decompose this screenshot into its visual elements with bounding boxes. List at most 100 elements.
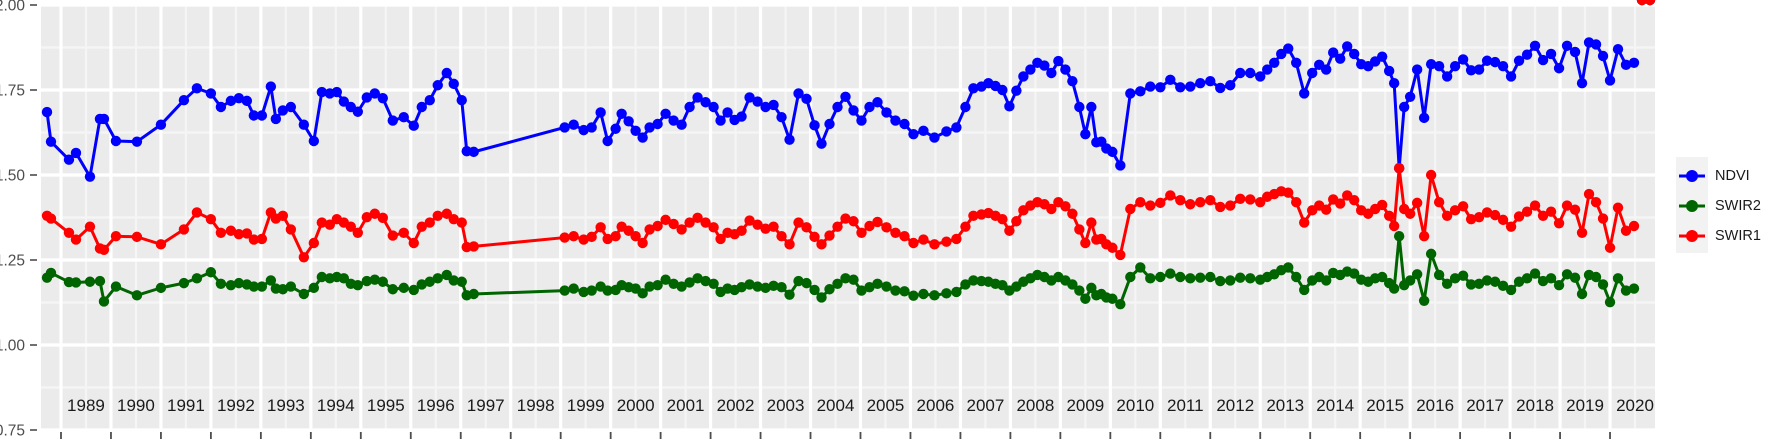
data-point — [1590, 197, 1602, 208]
data-point — [1135, 262, 1146, 273]
data-point — [361, 275, 372, 287]
data-point — [316, 217, 328, 228]
data-point — [1165, 268, 1176, 279]
data-point — [205, 214, 217, 225]
data-point — [225, 225, 237, 236]
data-point — [308, 282, 320, 294]
data-point — [456, 217, 467, 228]
data-point — [610, 123, 621, 134]
x-axis-tick-labels: 1989 1990 1991 1992 1993 1994 1995 1996 1997 1998… — [67, 396, 1654, 415]
data-point — [387, 284, 398, 295]
data-point — [1569, 204, 1581, 215]
legend-label: SWIR2 — [1715, 198, 1761, 214]
legend[interactable]: NDVI SWIR2 SWIR1 — [1676, 157, 1761, 253]
data-point — [432, 273, 443, 284]
data-point — [793, 217, 804, 228]
legend-item-swir1[interactable]: SWIR1 — [1679, 228, 1761, 244]
data-point — [676, 224, 687, 235]
data-point — [1521, 49, 1533, 60]
data-point — [602, 233, 613, 245]
data-point — [377, 212, 388, 224]
data-point — [941, 236, 952, 247]
data-point — [559, 285, 570, 296]
x-tick-label: 1991 — [167, 396, 205, 415]
data-point — [424, 95, 435, 106]
data-point — [1255, 71, 1266, 82]
data-point — [676, 119, 687, 130]
data-point — [298, 119, 310, 130]
data-point — [1441, 71, 1453, 82]
data-point — [744, 92, 755, 103]
data-point — [684, 277, 695, 288]
data-point — [1004, 101, 1015, 112]
data-point — [1348, 48, 1360, 60]
data-point — [1205, 75, 1216, 87]
legend-item-ndvi[interactable]: NDVI — [1679, 168, 1750, 184]
data-point — [377, 276, 388, 287]
data-point — [1225, 200, 1236, 211]
data-point — [840, 213, 851, 224]
x-tick-label: 2011 — [1167, 396, 1204, 415]
data-point — [191, 207, 203, 218]
data-point — [801, 222, 812, 233]
data-point — [248, 281, 260, 292]
data-point — [1612, 44, 1624, 55]
data-point — [1175, 82, 1186, 93]
data-point — [1321, 64, 1332, 75]
data-point — [899, 231, 910, 242]
data-point — [1604, 296, 1616, 308]
data-point — [1225, 80, 1236, 91]
data-point — [205, 267, 217, 278]
data-point — [644, 122, 655, 133]
data-point — [191, 273, 203, 284]
data-point — [456, 276, 467, 287]
data-point — [1561, 200, 1573, 211]
data-point — [715, 233, 726, 245]
data-point — [1620, 225, 1632, 236]
data-point — [45, 267, 57, 279]
data-point — [784, 239, 795, 250]
data-point — [864, 282, 875, 293]
x-tick-label: 2003 — [767, 396, 805, 415]
data-point — [736, 282, 747, 293]
data-point — [559, 122, 570, 133]
legend-item-swir2[interactable]: SWIR2 — [1679, 198, 1761, 214]
data-point — [277, 105, 289, 116]
data-point — [361, 211, 372, 223]
data-point — [298, 288, 310, 300]
data-point — [448, 78, 459, 90]
data-point — [768, 99, 779, 111]
data-point — [110, 281, 122, 292]
data-point — [1545, 273, 1557, 284]
data-point — [1255, 197, 1266, 208]
data-point — [1628, 283, 1640, 294]
data-point — [285, 281, 297, 292]
data-point — [1418, 295, 1430, 306]
data-point — [41, 106, 53, 118]
data-point — [1291, 57, 1302, 68]
x-tick-label: 2005 — [867, 396, 905, 415]
data-point — [1283, 43, 1294, 54]
data-point — [1376, 51, 1388, 62]
data-point — [1576, 288, 1588, 300]
data-point — [1388, 220, 1400, 232]
data-point — [1612, 273, 1624, 284]
data-point — [1473, 278, 1485, 289]
data-point — [1597, 279, 1609, 290]
x-tick-label: 2012 — [1216, 396, 1254, 415]
data-point — [692, 212, 703, 224]
data-point — [929, 290, 940, 301]
data-point — [840, 273, 851, 284]
data-point — [918, 125, 929, 136]
x-tick-label: 2013 — [1266, 396, 1304, 415]
data-point — [256, 110, 268, 121]
data-point — [602, 285, 613, 296]
data-point — [1576, 78, 1588, 89]
data-point — [1165, 74, 1176, 86]
data-point — [1457, 201, 1469, 212]
data-point — [352, 106, 363, 117]
data-point — [1393, 231, 1405, 242]
data-point — [1383, 210, 1395, 221]
data-point — [441, 269, 452, 281]
data-point — [1425, 58, 1437, 70]
